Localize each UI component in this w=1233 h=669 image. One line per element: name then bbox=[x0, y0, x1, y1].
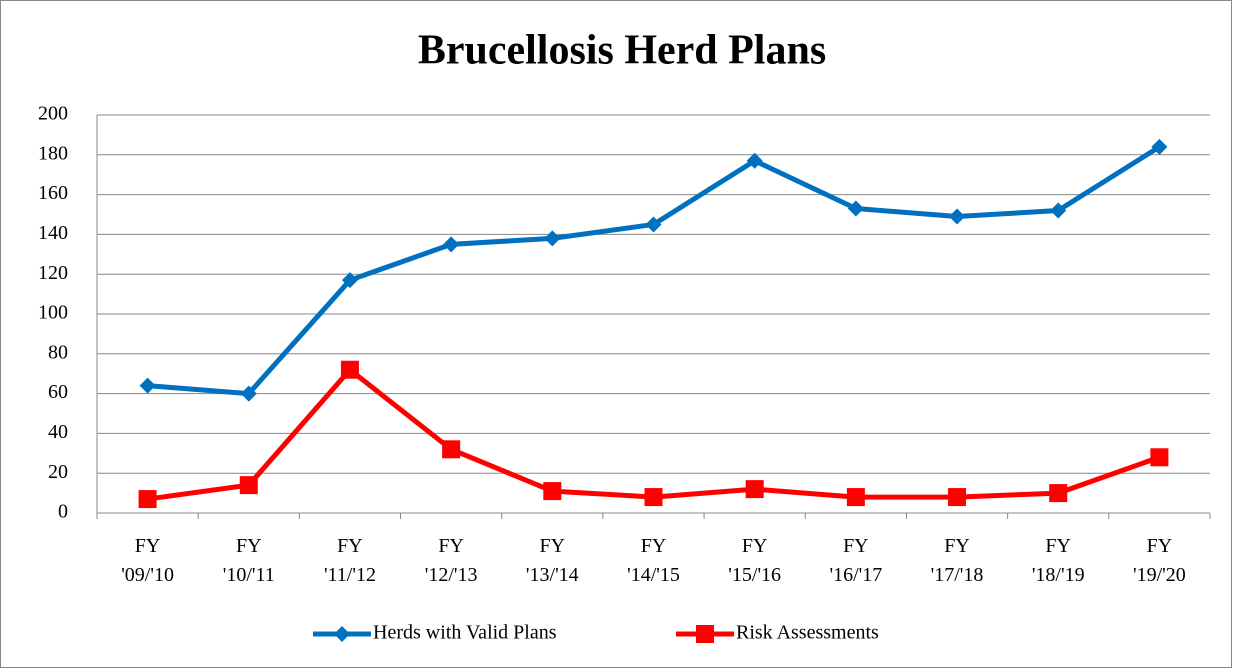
marker bbox=[847, 200, 864, 217]
marker bbox=[644, 488, 663, 507]
x-tick-label: FY '09/'10 bbox=[121, 535, 174, 586]
marker bbox=[846, 488, 865, 507]
marker bbox=[645, 216, 662, 233]
marker bbox=[442, 440, 461, 459]
x-tick-label: FY '17/'18 bbox=[930, 535, 984, 586]
marker bbox=[948, 488, 967, 507]
marker bbox=[340, 360, 359, 379]
marker bbox=[443, 236, 460, 253]
x-tick-label: FY '11/'12 bbox=[323, 535, 376, 586]
marker bbox=[334, 626, 350, 642]
x-tick-label: FY '18/'19 bbox=[1031, 535, 1085, 586]
x-tick-label: FY '10/'11 bbox=[222, 535, 275, 586]
marker bbox=[543, 482, 562, 501]
y-tick-label: 100 bbox=[38, 302, 68, 324]
legend-label: Herds with Valid Plans bbox=[373, 622, 557, 644]
y-tick-label: 120 bbox=[38, 262, 68, 284]
marker bbox=[696, 625, 714, 643]
x-tick-label: FY '13/'14 bbox=[525, 535, 579, 586]
x-tick-label: FY '12/'13 bbox=[424, 535, 478, 586]
x-tick-label: FY '14/'15 bbox=[627, 535, 680, 586]
y-tick-label: 20 bbox=[48, 461, 68, 483]
marker bbox=[1049, 484, 1068, 503]
marker bbox=[138, 490, 157, 509]
marker bbox=[746, 152, 763, 169]
y-tick-label: 60 bbox=[48, 381, 68, 403]
marker bbox=[341, 272, 358, 289]
marker bbox=[544, 230, 561, 247]
y-tick-label: 200 bbox=[38, 103, 68, 125]
marker bbox=[1151, 138, 1168, 155]
y-tick-label: 80 bbox=[48, 341, 68, 363]
marker bbox=[240, 385, 257, 402]
x-tick-label: FY '19/'20 bbox=[1133, 535, 1186, 586]
marker bbox=[1150, 448, 1169, 467]
marker bbox=[949, 208, 966, 225]
legend-label: Risk Assessments bbox=[736, 622, 879, 644]
y-tick-label: 40 bbox=[48, 421, 68, 443]
y-tick-label: 160 bbox=[38, 182, 68, 204]
marker bbox=[745, 480, 764, 499]
marker bbox=[1050, 202, 1067, 219]
y-tick-label: 0 bbox=[58, 501, 68, 523]
chart-title: Brucellosis Herd Plans bbox=[418, 28, 826, 74]
x-tick-label: FY '16/'17 bbox=[829, 535, 883, 586]
x-tick-label: FY '15/'16 bbox=[728, 535, 782, 586]
marker bbox=[239, 476, 258, 495]
marker bbox=[139, 377, 156, 394]
y-tick-label: 140 bbox=[38, 222, 68, 244]
y-tick-label: 180 bbox=[38, 142, 68, 164]
